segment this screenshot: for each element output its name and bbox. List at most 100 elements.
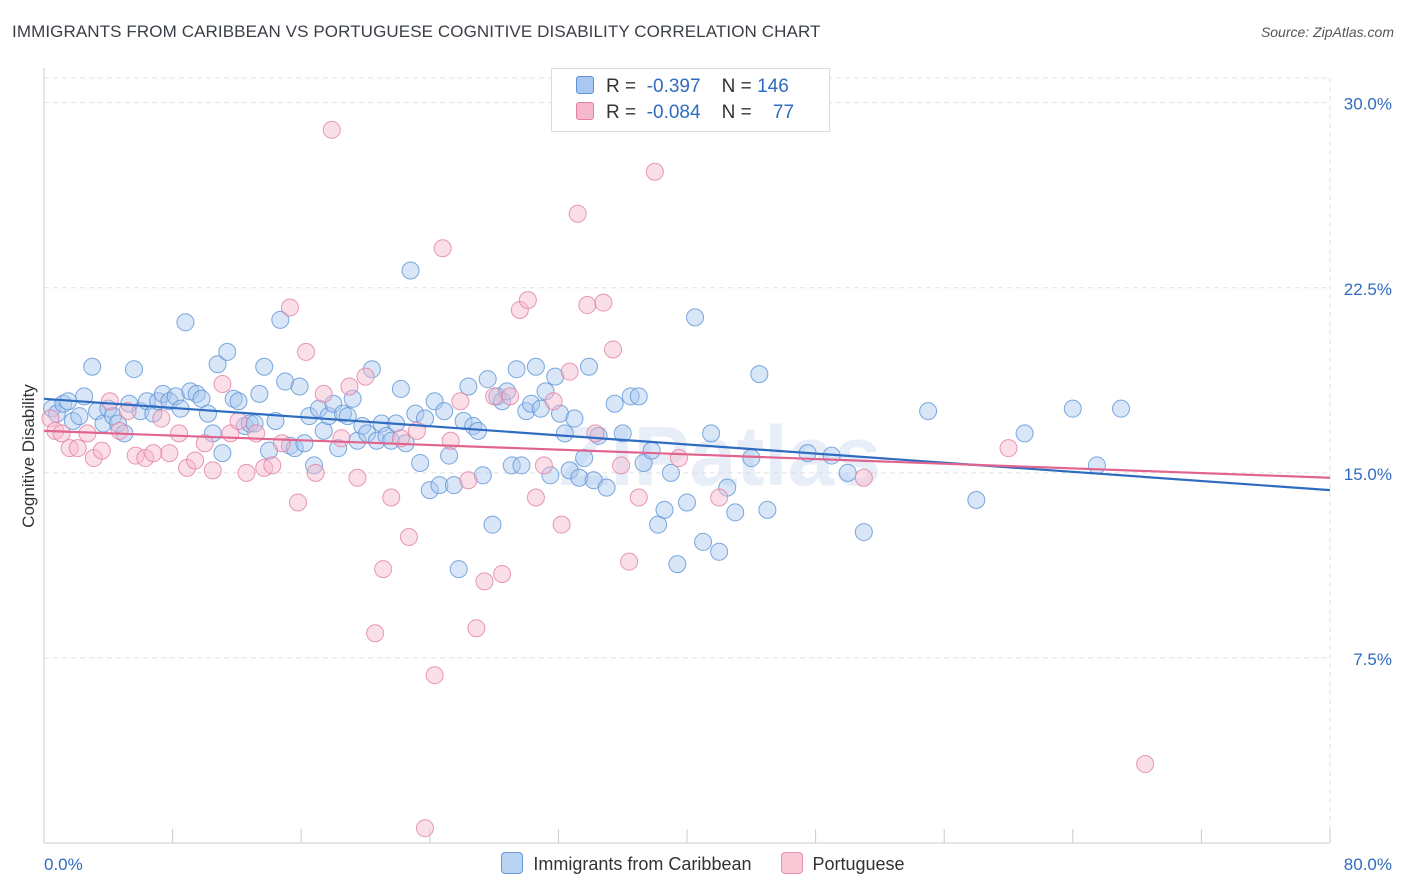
caribbean-point xyxy=(613,424,632,443)
portuguese-point xyxy=(306,463,325,482)
portuguese-point xyxy=(297,342,316,361)
legend-label: Immigrants from Caribbean xyxy=(533,854,752,874)
data-points xyxy=(41,120,1155,838)
portuguese-point xyxy=(1136,755,1155,774)
caribbean-point xyxy=(710,542,729,561)
caribbean-point xyxy=(1087,456,1106,475)
caribbean-point xyxy=(575,449,594,468)
portuguese-swatch xyxy=(576,102,594,120)
caribbean-point xyxy=(668,555,687,574)
portuguese-point xyxy=(263,456,282,475)
portuguese-point xyxy=(604,340,623,359)
portuguese-point xyxy=(467,619,486,638)
caribbean-point xyxy=(1063,399,1082,418)
portuguese-point xyxy=(629,488,648,507)
portuguese-point xyxy=(170,424,189,443)
caribbean-point xyxy=(425,392,444,411)
portuguese-point xyxy=(340,377,359,396)
portuguese-point xyxy=(118,402,137,421)
caribbean-point xyxy=(589,426,608,445)
stats-legend: R = -0.397 N = 146 R = -0.084 N = 77 xyxy=(551,68,830,132)
r-label: R = xyxy=(606,102,637,123)
portuguese-point xyxy=(493,565,512,584)
caribbean-point xyxy=(229,392,248,411)
portuguese-point xyxy=(560,362,579,381)
caribbean-point xyxy=(240,414,259,433)
caribbean-point xyxy=(420,481,439,500)
caribbean-point xyxy=(208,355,227,374)
caribbean-point xyxy=(726,503,745,522)
caribbean-point xyxy=(642,441,661,460)
caribbean-point xyxy=(187,384,206,403)
caribbean-point xyxy=(686,308,705,327)
caribbean-point xyxy=(541,466,560,485)
portuguese-point xyxy=(526,488,545,507)
caribbean-point xyxy=(678,493,696,512)
portuguese-point xyxy=(544,392,563,411)
portuguese-point xyxy=(475,572,494,591)
caribbean-point xyxy=(176,313,195,332)
caribbean-point xyxy=(411,453,430,472)
portuguese-point xyxy=(332,429,351,448)
caribbean-point xyxy=(854,523,873,542)
portuguese-point xyxy=(52,424,71,443)
portuguese-point xyxy=(451,392,470,411)
caribbean-point xyxy=(290,377,309,396)
portuguese-point xyxy=(501,387,520,406)
caribbean-trend-line xyxy=(43,397,1331,492)
caribbean-point xyxy=(295,434,314,453)
caribbean-point xyxy=(661,463,680,482)
portuguese-point xyxy=(144,444,163,463)
portuguese-point xyxy=(68,439,87,458)
n-value: 77 xyxy=(772,102,795,123)
caribbean-point xyxy=(108,414,127,433)
r-value: -0.084 xyxy=(646,102,701,123)
portuguese-point xyxy=(213,375,232,393)
portuguese-point xyxy=(645,162,664,181)
caribbean-point xyxy=(367,431,386,450)
portuguese-point xyxy=(415,819,434,838)
portuguese-point xyxy=(152,409,171,428)
caribbean-point xyxy=(629,387,648,406)
caribbean-point xyxy=(507,360,526,379)
portuguese-point xyxy=(518,291,537,310)
caribbean-point xyxy=(478,370,497,389)
caribbean-point xyxy=(125,360,144,379)
portuguese-point xyxy=(356,367,375,386)
y-tick-label: 15.0% xyxy=(1344,465,1392,484)
caribbean-point xyxy=(570,468,589,487)
source-label: Source: ZipAtlas.com xyxy=(1260,24,1394,40)
caribbean-point xyxy=(266,412,285,431)
portuguese-point xyxy=(854,468,873,487)
caribbean-point xyxy=(526,357,545,376)
portuguese-point xyxy=(374,560,393,579)
portuguese-point xyxy=(710,488,729,507)
portuguese-point xyxy=(272,434,291,453)
portuguese-point xyxy=(391,429,410,448)
portuguese-point xyxy=(186,451,205,470)
portuguese-trend-line xyxy=(43,429,1331,479)
caribbean-point xyxy=(391,379,410,398)
legend-item-portuguese[interactable]: Portuguese xyxy=(780,852,905,875)
r-value: -0.397 xyxy=(646,76,701,97)
x-tick-label: 80.0% xyxy=(1344,855,1392,874)
caribbean-point xyxy=(305,456,324,475)
portuguese-point xyxy=(280,298,299,317)
caribbean-point xyxy=(362,360,381,379)
n-value: 146 xyxy=(757,76,789,97)
portuguese-point xyxy=(366,624,385,643)
y-tick-label: 7.5% xyxy=(1353,650,1392,669)
caribbean-point xyxy=(750,365,769,384)
caribbean-point xyxy=(597,478,616,497)
caribbean-point xyxy=(1112,399,1131,418)
portuguese-point xyxy=(534,456,553,475)
caribbean-point xyxy=(224,389,243,408)
caribbean-point xyxy=(483,515,502,534)
legend-item-caribbean[interactable]: Immigrants from Caribbean xyxy=(501,852,751,875)
portuguese-point xyxy=(485,387,504,406)
portuguese-point xyxy=(459,471,478,490)
caribbean-point xyxy=(838,463,857,482)
axes xyxy=(43,68,1331,844)
caribbean-point xyxy=(967,490,986,509)
